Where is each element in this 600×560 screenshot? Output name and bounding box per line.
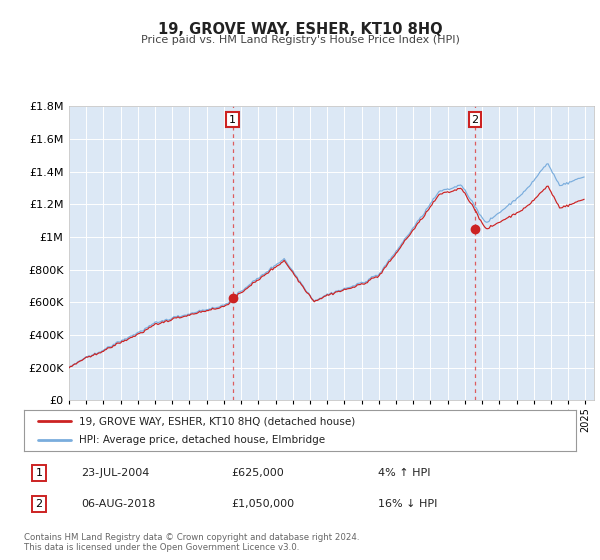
Text: 23-JUL-2004: 23-JUL-2004 (81, 468, 149, 478)
Text: Contains HM Land Registry data © Crown copyright and database right 2024.: Contains HM Land Registry data © Crown c… (24, 533, 359, 542)
Text: This data is licensed under the Open Government Licence v3.0.: This data is licensed under the Open Gov… (24, 543, 299, 552)
Text: 16% ↓ HPI: 16% ↓ HPI (378, 499, 437, 509)
Text: 2: 2 (472, 115, 479, 125)
Text: 19, GROVE WAY, ESHER, KT10 8HQ: 19, GROVE WAY, ESHER, KT10 8HQ (158, 22, 442, 38)
Text: HPI: Average price, detached house, Elmbridge: HPI: Average price, detached house, Elmb… (79, 435, 325, 445)
Text: 2: 2 (35, 499, 43, 509)
Text: 1: 1 (35, 468, 43, 478)
Text: 06-AUG-2018: 06-AUG-2018 (81, 499, 155, 509)
Text: Price paid vs. HM Land Registry's House Price Index (HPI): Price paid vs. HM Land Registry's House … (140, 35, 460, 45)
Text: £1,050,000: £1,050,000 (231, 499, 294, 509)
Text: 4% ↑ HPI: 4% ↑ HPI (378, 468, 431, 478)
Text: £625,000: £625,000 (231, 468, 284, 478)
Text: 1: 1 (229, 115, 236, 125)
Text: 19, GROVE WAY, ESHER, KT10 8HQ (detached house): 19, GROVE WAY, ESHER, KT10 8HQ (detached… (79, 417, 355, 426)
